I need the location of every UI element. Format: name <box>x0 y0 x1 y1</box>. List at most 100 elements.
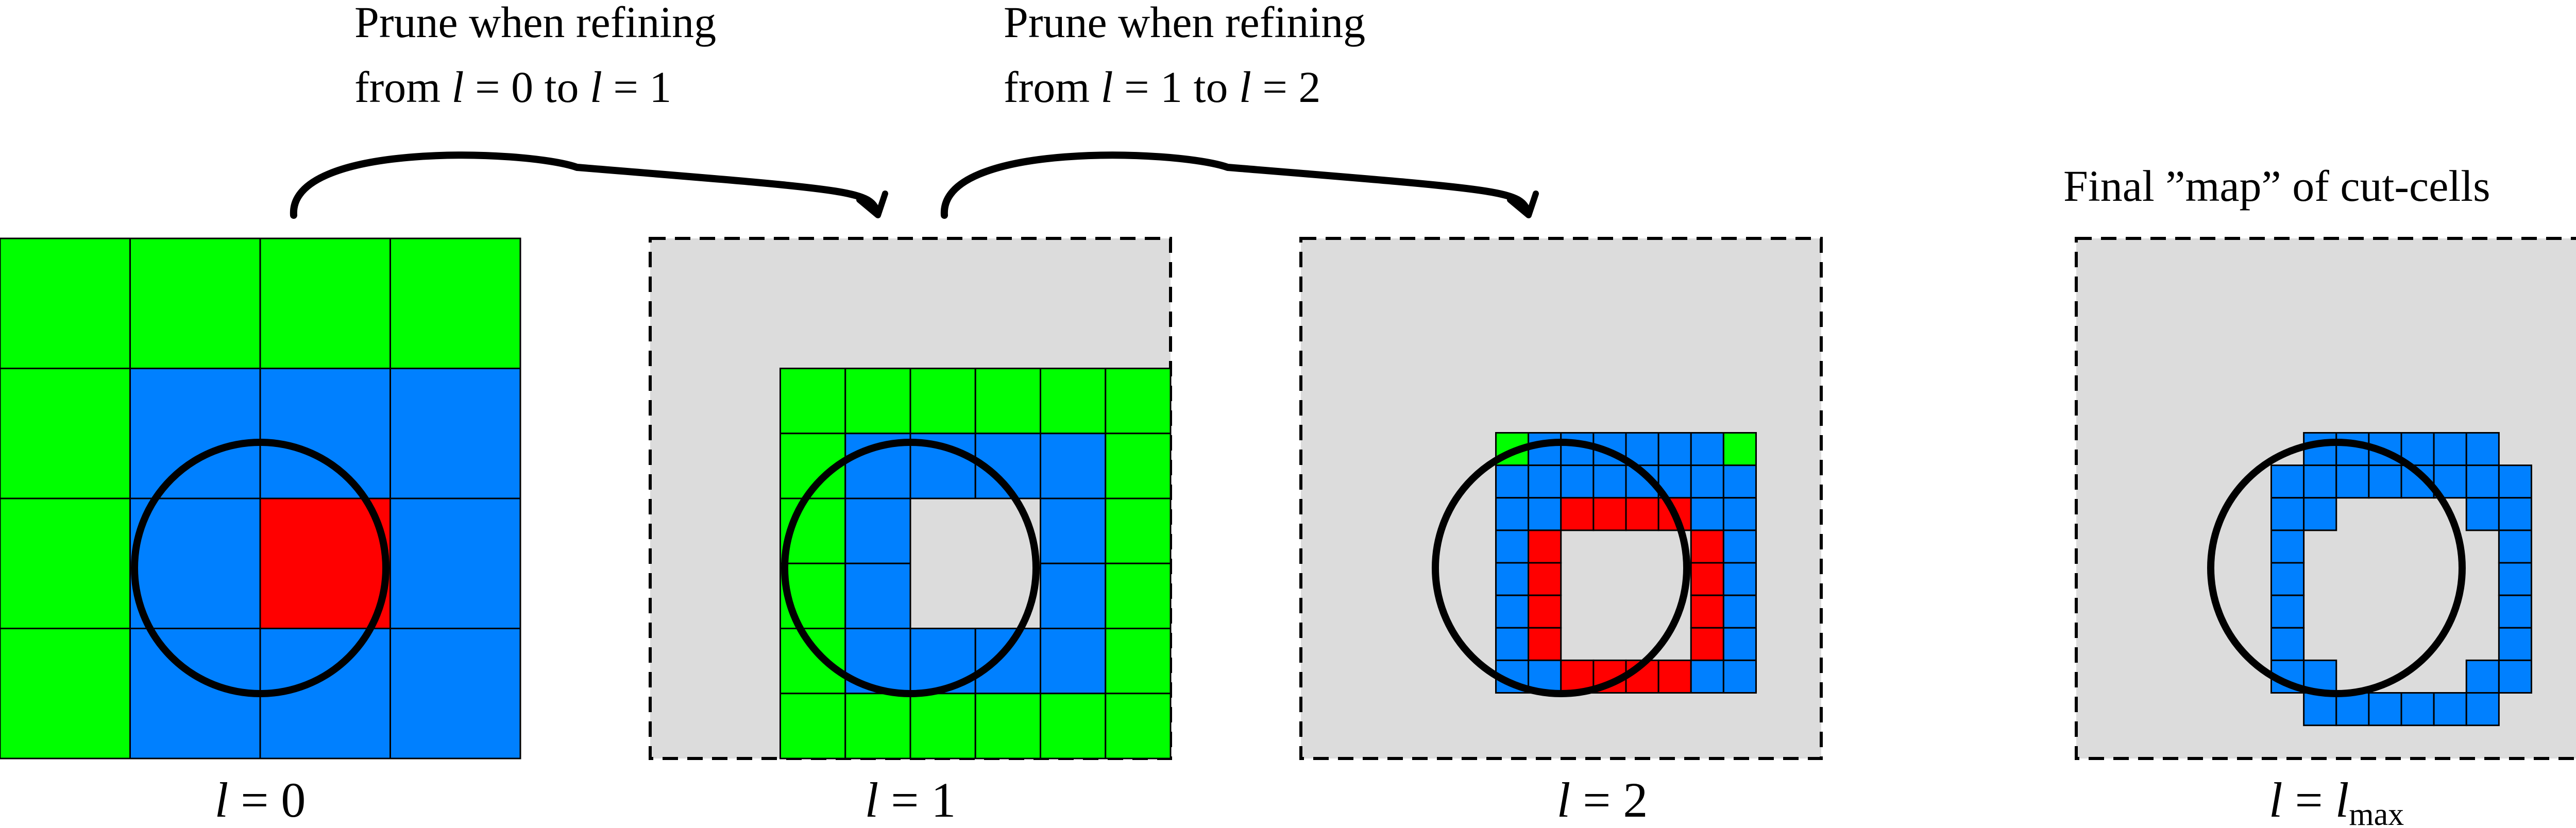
level-2-cell <box>1690 529 1724 564</box>
level-2-cell <box>1625 497 1659 531</box>
level-0-cell <box>0 368 131 499</box>
prune-caption-0-line1: Prune when refining <box>354 0 716 47</box>
level-1-cell <box>1105 497 1172 564</box>
level-2-cell <box>1722 432 1757 467</box>
cut-circle-level-0 <box>131 439 389 697</box>
level-2-cell <box>1722 594 1757 629</box>
level-max-cell <box>2270 529 2305 564</box>
level-2-cell <box>1657 432 1692 467</box>
level-0-cell <box>129 497 261 629</box>
level-1-cell <box>844 368 911 435</box>
level-2-cell <box>1592 464 1627 499</box>
level-0-cell <box>389 237 521 369</box>
arrow-prune-1-to-2 <box>940 151 1539 219</box>
level-max-cell <box>2498 659 2532 694</box>
level-1-cell <box>779 368 846 435</box>
level-max-cell <box>2303 497 2337 531</box>
panel-level-1 <box>649 237 1172 760</box>
level-1-cell <box>844 693 911 760</box>
level-max-cell <box>2303 464 2337 499</box>
level-2-cell <box>1495 497 1530 531</box>
level-0-cell <box>0 497 131 629</box>
level-2-cell <box>1495 562 1530 596</box>
level-2-cell <box>1528 464 1562 499</box>
level-2-cell <box>1690 497 1724 531</box>
level-2-cell <box>1657 659 1692 694</box>
panel-level-max <box>2075 237 2576 760</box>
level-1-cell <box>1040 433 1107 499</box>
level-max-cell <box>2270 627 2305 661</box>
level-2-cell <box>1560 497 1595 531</box>
level-max-cell <box>2465 692 2500 727</box>
level-max-cell <box>2433 464 2467 499</box>
level-1-cell <box>1105 628 1172 695</box>
level-1-cell <box>779 693 846 760</box>
grid-level-0 <box>0 237 521 760</box>
level-0-cell <box>389 497 521 629</box>
level-2-cell <box>1722 562 1757 596</box>
level-max-cell <box>2270 594 2305 629</box>
level-max-cell <box>2368 464 2402 499</box>
level-1-cell <box>1105 368 1172 435</box>
level-0-cell <box>129 368 261 499</box>
prune-caption-1-line1: Prune when refining <box>1004 0 1365 47</box>
level-2-cell <box>1690 659 1724 694</box>
panel-level-0 <box>0 237 521 760</box>
level-max-cell <box>2465 464 2500 499</box>
level-1-cell <box>1040 497 1107 564</box>
level-2-cell <box>1592 497 1627 531</box>
level-2-cell <box>1495 627 1530 661</box>
level-0-cell <box>0 237 131 369</box>
level-2-cell <box>1528 529 1562 564</box>
level-1-cell <box>1040 693 1107 760</box>
level-0-cell <box>129 237 261 369</box>
level-1-cell <box>909 368 976 435</box>
level-max-cell <box>2498 497 2532 531</box>
level-max-cell <box>2465 497 2500 531</box>
level-label-max: l = lmax <box>2269 772 2404 825</box>
cut-circle-level-1 <box>781 439 1040 697</box>
level-0-cell <box>259 368 391 499</box>
level-max-cell <box>2498 529 2532 564</box>
final-map-caption: Final ”map” of cut-cells <box>2063 161 2490 211</box>
level-max-cell <box>2400 692 2435 727</box>
level-max-cell <box>2465 659 2500 694</box>
level-max-cell <box>2498 562 2532 596</box>
level-2-cell <box>1690 464 1724 499</box>
level-0-cell <box>389 628 521 760</box>
level-max-cell <box>2270 497 2305 531</box>
level-1-cell <box>1105 562 1172 629</box>
level-0-cell <box>259 237 391 369</box>
level-max-cell <box>2465 432 2500 467</box>
level-2-cell <box>1495 464 1530 499</box>
level-2-cell <box>1690 627 1724 661</box>
cut-circle-level-2 <box>1432 439 1690 697</box>
level-2-cell <box>1528 627 1562 661</box>
level-1-cell <box>1040 562 1107 629</box>
level-1-cell <box>909 693 976 760</box>
level-max-cell <box>2335 464 2370 499</box>
level-max-cell <box>2433 692 2467 727</box>
level-2-cell <box>1690 594 1724 629</box>
level-max-cell <box>2498 627 2532 661</box>
level-max-cell <box>2498 594 2532 629</box>
level-0-cell <box>0 628 131 760</box>
level-2-cell <box>1528 562 1562 596</box>
level-label-1: l = 1 <box>865 772 956 825</box>
level-1-cell <box>1105 693 1172 760</box>
level-max-cell <box>2270 464 2305 499</box>
level-1-cell <box>974 628 1041 695</box>
level-label-0: l = 0 <box>215 772 306 825</box>
level-0-cell <box>259 497 391 629</box>
level-2-cell <box>1560 464 1595 499</box>
level-max-cell <box>2498 464 2532 499</box>
level-max-cell <box>2368 692 2402 727</box>
level-1-cell <box>844 497 911 564</box>
level-2-cell <box>1690 562 1724 596</box>
grid-level-2 <box>1495 432 1757 694</box>
level-2-cell <box>1495 529 1530 564</box>
level-2-cell <box>1722 464 1757 499</box>
level-1-cell <box>974 368 1041 435</box>
level-2-cell <box>1722 529 1757 564</box>
